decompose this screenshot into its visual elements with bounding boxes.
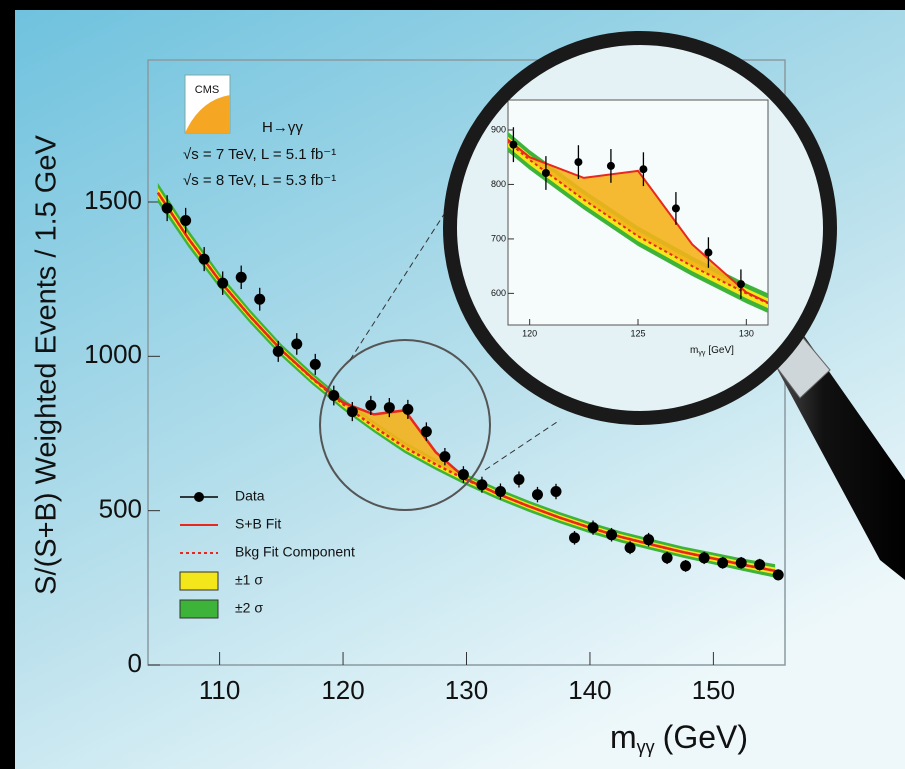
channel: H→γγ (262, 119, 303, 136)
data-point (402, 403, 414, 415)
data-point (606, 529, 618, 541)
x-tick-label: 150 (692, 675, 735, 705)
data-point (509, 140, 518, 149)
x-tick-label: 110 (199, 675, 240, 705)
data-point (439, 451, 451, 463)
legend-symbol (179, 599, 219, 619)
y-tick-label: 1000 (84, 339, 142, 369)
data-point (365, 399, 377, 411)
data-point (698, 552, 710, 564)
data-point (328, 390, 340, 402)
x-axis-label-main: m (610, 719, 637, 755)
inset-y-tick-label: 600 (491, 288, 506, 298)
inset-y-tick-label: 700 (491, 233, 506, 243)
data-point (198, 253, 210, 265)
legend-label: ±2 σ (235, 600, 263, 616)
data-point (235, 271, 247, 283)
data-point (420, 426, 432, 438)
y-tick-label: 500 (99, 494, 142, 524)
lens-content: 600 700 800 900 120 125 130 mγγ [GeV] (456, 44, 824, 412)
zoom-link (484, 419, 561, 471)
data-point (574, 158, 583, 167)
y-tick-label: 1500 (84, 185, 142, 215)
data-point (569, 532, 581, 544)
fit-line (156, 192, 776, 573)
legend-label: S+B Fit (235, 516, 281, 532)
data-point (217, 277, 229, 289)
data-point (671, 204, 680, 213)
zoom-circle (319, 339, 491, 511)
data-point (161, 202, 173, 214)
data-point (606, 161, 615, 170)
data-point (772, 569, 784, 581)
x-tick-label: 130 (445, 675, 488, 705)
data-point (531, 489, 543, 501)
data-point (254, 293, 266, 305)
data-point (643, 534, 655, 546)
data-point (457, 469, 469, 481)
fit-line (508, 100, 768, 325)
y-tick-label: 0 (128, 648, 142, 678)
data-point (550, 486, 562, 498)
inset-x-tick-label: 130 (739, 328, 754, 338)
logo-art (185, 95, 230, 133)
main-plot: 0 500 1000 1500 110 120 130 140 150 (84, 182, 784, 705)
data-point (717, 557, 729, 569)
zoom-link (349, 204, 451, 361)
inset-x-label-unit: [GeV] (708, 345, 734, 356)
inset-x-label-main: m (690, 345, 698, 356)
inset-y-tick-label: 800 (491, 179, 506, 189)
inset-data (508, 100, 768, 325)
x-tick-label: 140 (568, 675, 611, 705)
x-axis-label: mγγ (GeV) (610, 719, 748, 756)
data-point (272, 345, 284, 357)
data-point (291, 338, 303, 350)
legend-label: ±1 σ (235, 572, 263, 588)
legend: Data S+B Fit Bkg Fit Component ±1 σ ±2 σ (179, 488, 355, 619)
data-point (624, 542, 636, 554)
x-axis-label-sub: γγ (637, 737, 655, 757)
data-point (587, 522, 599, 534)
inset-plot: 600 700 800 900 120 125 130 mγγ [GeV] (491, 100, 768, 357)
x-tick-label: 120 (321, 675, 364, 705)
data-point (736, 280, 745, 289)
energy-line: √s = 8 TeV, L = 5.3 fb⁻¹ (183, 172, 336, 189)
inset-y-tick-label: 900 (491, 124, 506, 134)
data-point (541, 169, 550, 178)
inset-x-label: mγγ [GeV] (690, 345, 734, 357)
legend-label: Bkg Fit Component (235, 544, 355, 560)
data-point (661, 552, 673, 564)
legend-symbol (179, 571, 219, 591)
signal-excess (508, 100, 768, 318)
data-point (309, 358, 321, 370)
inset-x-tick-label: 120 (522, 328, 537, 338)
data-point (513, 473, 525, 485)
data-point (476, 479, 488, 491)
data-point (704, 248, 713, 257)
data-point (346, 406, 358, 418)
data-point (735, 557, 747, 569)
legend-symbol (194, 492, 204, 502)
data-point (494, 486, 506, 498)
magnifier-ring (443, 31, 837, 425)
data-point (383, 402, 395, 414)
data-point (180, 215, 192, 227)
experiment: CMS (195, 84, 219, 96)
data-point (754, 559, 766, 571)
data-point (680, 560, 692, 572)
inset-x-tick-label: 125 (630, 328, 645, 338)
energy-line: √s = 7 TeV, L = 5.1 fb⁻¹ (183, 146, 336, 163)
data-point (639, 165, 648, 174)
signal-excess (281, 350, 498, 494)
x-axis-label-unit: (GeV) (663, 719, 748, 755)
inset-x-label-sub: γγ (698, 350, 706, 357)
legend-label: Data (235, 488, 265, 504)
y-axis-label: S/(S+B) Weighted Events / 1.5 GeV (31, 135, 63, 595)
